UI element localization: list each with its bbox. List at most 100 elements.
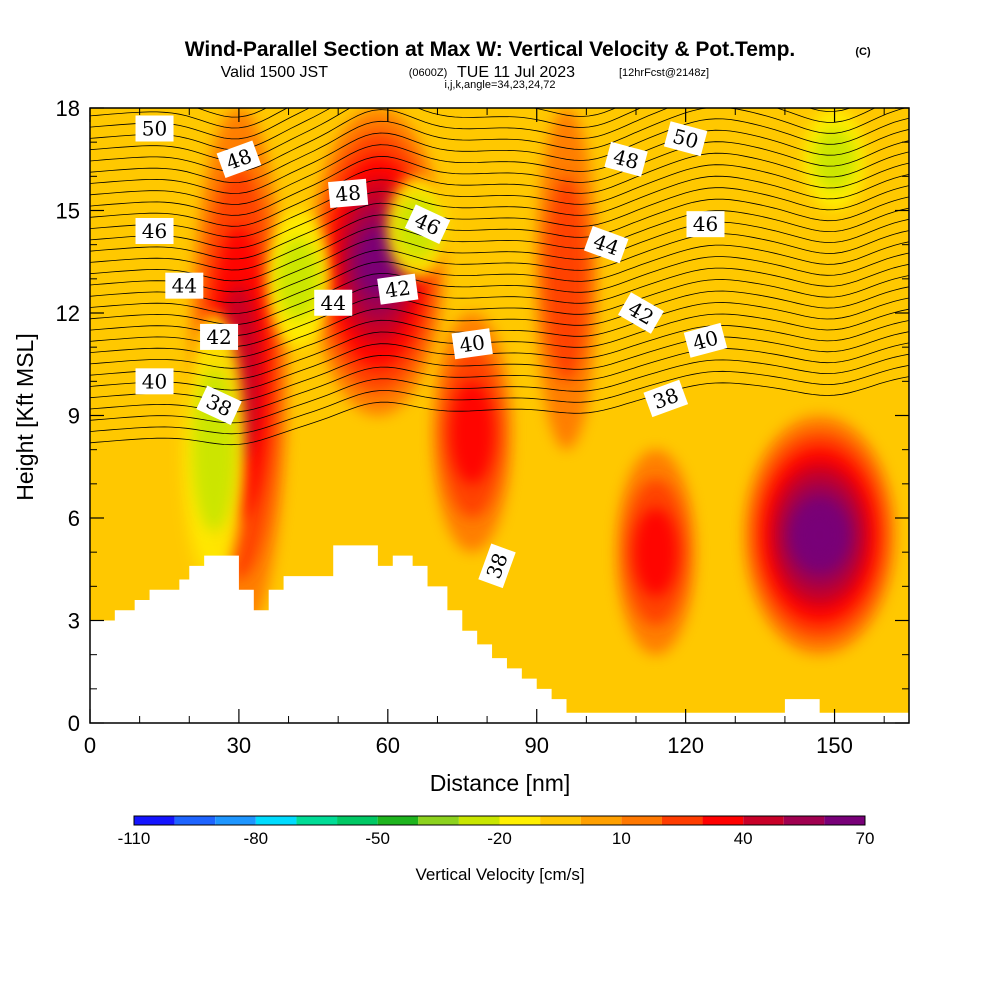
contour-label-17: 40 xyxy=(683,322,728,358)
theta-contour-5 xyxy=(90,320,909,391)
contour-label-12: 50 xyxy=(663,121,708,157)
contour-label-box xyxy=(404,204,451,244)
contour-label-4: 46 xyxy=(135,218,174,244)
valid-utc: (0600Z) xyxy=(409,67,448,79)
colorbar-swatch xyxy=(134,816,175,825)
y-tick-label: 15 xyxy=(56,199,80,224)
contour-label-box xyxy=(618,292,664,334)
grid-indices: i,j,k,angle=34,23,24,72 xyxy=(444,79,555,91)
contour-label-text: 46 xyxy=(142,219,167,243)
contour-label-box xyxy=(200,323,239,350)
x-tick-label: 120 xyxy=(667,733,704,758)
valid-date: TUE 11 Jul 2023 xyxy=(457,64,575,81)
contour-label-2: 48 xyxy=(328,178,369,209)
colorbar-swatch xyxy=(418,816,459,825)
velocity-core-5-level-70 xyxy=(798,511,842,559)
y-axis-label: Height [Kft MSL] xyxy=(12,333,38,500)
theta-contour-19 xyxy=(90,162,909,238)
contour-label-8: 42 xyxy=(200,323,239,350)
contour-label-13: 48 xyxy=(604,141,648,177)
x-axis-label: Distance [nm] xyxy=(430,770,571,796)
colorbar-swatch xyxy=(296,816,338,825)
contour-label-box xyxy=(135,115,174,142)
contour-label-box xyxy=(377,273,419,305)
contour-label-text: 50 xyxy=(142,117,167,141)
contour-label-box xyxy=(196,385,242,426)
colorbar-swatch xyxy=(783,816,825,825)
theta-contour-17 xyxy=(90,185,909,260)
contour-label-10: 40 xyxy=(135,368,174,395)
colorbar-label: 70 xyxy=(856,829,875,848)
colorbar-label: -110 xyxy=(118,829,151,848)
contour-label-box xyxy=(135,218,174,244)
theta-contour-23 xyxy=(90,117,909,194)
theta-contour-24 xyxy=(90,108,907,184)
y-tick-label: 18 xyxy=(56,96,80,121)
colorbar-label: 10 xyxy=(612,829,631,848)
x-tick-label: 150 xyxy=(816,733,853,758)
contour-label-box xyxy=(216,140,262,178)
theta-contour-12 xyxy=(90,241,909,315)
contour-label-0: 50 xyxy=(135,115,174,142)
contour-label-9: 40 xyxy=(451,328,493,360)
contour-label-box xyxy=(135,368,174,395)
contour-label-text: 48 xyxy=(334,180,361,206)
y-tick-label: 9 xyxy=(68,404,80,429)
contour-label-text: 44 xyxy=(172,274,197,298)
contour-label-box xyxy=(683,322,728,358)
theta-contour-28 xyxy=(90,108,311,140)
colorbar-frame xyxy=(133,815,866,826)
contour-label-box xyxy=(451,328,493,360)
contour-label-text: 46 xyxy=(693,212,718,236)
theta-contour-22 xyxy=(90,129,909,205)
theta-contours xyxy=(90,91,909,446)
colorbar-swatch xyxy=(661,816,703,825)
colorbar-swatch xyxy=(337,816,378,825)
velocity-core-7-level--20 xyxy=(276,237,321,320)
terrain xyxy=(90,545,909,723)
velocity-core-2-level-30 xyxy=(450,381,494,484)
theta-contour-1 xyxy=(90,365,909,435)
theta-contour-8 xyxy=(90,286,909,358)
chart-title: Wind-Parallel Section at Max W: Vertical… xyxy=(185,38,871,91)
contour-label-1: 48 xyxy=(216,140,262,178)
colorbar-swatch xyxy=(540,816,581,825)
contour-label-box xyxy=(314,289,353,316)
colorbar-swatch xyxy=(377,816,419,825)
y-tick-label: 0 xyxy=(68,711,80,736)
colorbar-swatch xyxy=(621,816,662,825)
colorbar-swatch xyxy=(499,816,541,825)
copyright-mark: (C) xyxy=(855,46,871,58)
x-tick-label: 90 xyxy=(524,733,548,758)
colorbar-swatch xyxy=(255,816,297,825)
contour-label-box xyxy=(328,178,369,209)
colorbar-label: -20 xyxy=(487,829,512,848)
colorbar-label: 40 xyxy=(734,829,753,848)
x-tick-label: 60 xyxy=(376,733,400,758)
contour-label-15: 46 xyxy=(686,211,725,238)
theta-contour-0 xyxy=(90,376,909,446)
contour-label-box xyxy=(643,379,689,418)
colorbar-title: Vertical Velocity [cm/s] xyxy=(415,865,584,884)
colorbar-swatch xyxy=(702,816,744,825)
contour-label-box xyxy=(663,121,708,157)
contour-label-box xyxy=(165,272,204,299)
theta-contour-32 xyxy=(90,91,909,95)
velocity-core-4-level-30 xyxy=(634,508,678,597)
theta-contour-20 xyxy=(90,151,909,227)
velocity-core-3-level-20 xyxy=(544,176,589,382)
theta-contour-29 xyxy=(90,108,289,129)
valid-prefix: Valid 1500 JST xyxy=(221,64,329,81)
theta-contour-14 xyxy=(90,218,909,293)
contour-label-box xyxy=(686,211,725,238)
contour-label-box xyxy=(604,141,648,177)
colorbar-swatch xyxy=(458,816,500,825)
theta-contour-13 xyxy=(90,230,909,304)
theta-contour-7 xyxy=(90,297,909,369)
y-tick-label: 6 xyxy=(68,506,80,531)
colorbar-swatch xyxy=(174,816,216,825)
contour-label-7: 42 xyxy=(377,273,419,305)
x-tick-label: 0 xyxy=(84,733,96,758)
